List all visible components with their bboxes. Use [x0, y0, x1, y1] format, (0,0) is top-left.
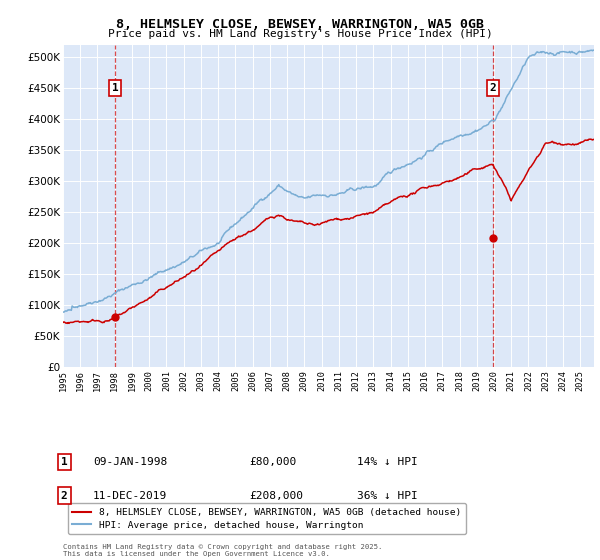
Text: 1: 1: [112, 83, 119, 93]
Text: 2: 2: [61, 491, 68, 501]
Text: 14% ↓ HPI: 14% ↓ HPI: [357, 457, 418, 467]
Text: 09-JAN-1998: 09-JAN-1998: [93, 457, 167, 467]
Legend: 8, HELMSLEY CLOSE, BEWSEY, WARRINGTON, WA5 0GB (detached house), HPI: Average pr: 8, HELMSLEY CLOSE, BEWSEY, WARRINGTON, W…: [68, 503, 466, 534]
Text: £208,000: £208,000: [249, 491, 303, 501]
Text: £80,000: £80,000: [249, 457, 296, 467]
Text: 2: 2: [490, 83, 496, 93]
Text: 36% ↓ HPI: 36% ↓ HPI: [357, 491, 418, 501]
Text: 1: 1: [61, 457, 68, 467]
Text: Price paid vs. HM Land Registry's House Price Index (HPI): Price paid vs. HM Land Registry's House …: [107, 29, 493, 39]
Text: Contains HM Land Registry data © Crown copyright and database right 2025.
This d: Contains HM Land Registry data © Crown c…: [63, 544, 382, 557]
Text: 11-DEC-2019: 11-DEC-2019: [93, 491, 167, 501]
Text: 8, HELMSLEY CLOSE, BEWSEY, WARRINGTON, WA5 0GB: 8, HELMSLEY CLOSE, BEWSEY, WARRINGTON, W…: [116, 18, 484, 31]
